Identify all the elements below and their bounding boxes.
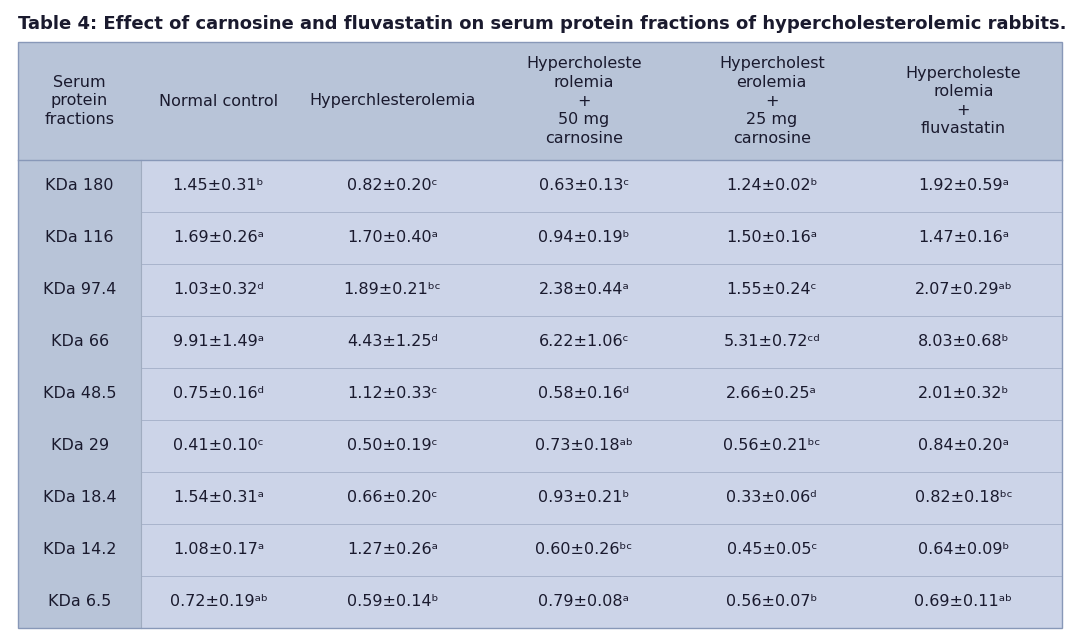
Text: Serum
protein
fractions: Serum protein fractions xyxy=(44,75,114,127)
Text: KDa 66: KDa 66 xyxy=(51,335,109,349)
Text: 1.89±0.21ᵇᶜ: 1.89±0.21ᵇᶜ xyxy=(343,282,441,298)
Text: 1.50±0.16ᵃ: 1.50±0.16ᵃ xyxy=(726,230,818,246)
Text: 0.66±0.20ᶜ: 0.66±0.20ᶜ xyxy=(347,490,437,506)
Text: 2.01±0.32ᵇ: 2.01±0.32ᵇ xyxy=(918,387,1009,401)
Text: Hypercholest
erolemia
+
25 mg
carnosine: Hypercholest erolemia + 25 mg carnosine xyxy=(719,56,825,146)
Text: KDa 29: KDa 29 xyxy=(51,438,109,454)
Text: 1.54±0.31ᵃ: 1.54±0.31ᵃ xyxy=(173,490,264,506)
Text: 1.55±0.24ᶜ: 1.55±0.24ᶜ xyxy=(727,282,816,298)
Text: Normal control: Normal control xyxy=(159,93,278,109)
Text: 1.08±0.17ᵃ: 1.08±0.17ᵃ xyxy=(173,543,265,557)
Text: Table 4: Effect of carnosine and fluvastatin on serum protein fractions of hyper: Table 4: Effect of carnosine and fluvast… xyxy=(18,15,1067,33)
Text: KDa 6.5: KDa 6.5 xyxy=(48,595,111,609)
Text: 0.84±0.20ᵃ: 0.84±0.20ᵃ xyxy=(918,438,1009,454)
Bar xyxy=(141,160,1062,628)
Text: 0.59±0.14ᵇ: 0.59±0.14ᵇ xyxy=(347,595,438,609)
Text: 4.43±1.25ᵈ: 4.43±1.25ᵈ xyxy=(347,335,437,349)
Text: 0.82±0.20ᶜ: 0.82±0.20ᶜ xyxy=(347,179,437,193)
Text: 2.07±0.29ᵃᵇ: 2.07±0.29ᵃᵇ xyxy=(915,282,1012,298)
Text: 0.60±0.26ᵇᶜ: 0.60±0.26ᵇᶜ xyxy=(536,543,633,557)
Text: 1.45±0.31ᵇ: 1.45±0.31ᵇ xyxy=(173,179,265,193)
Text: KDa 180: KDa 180 xyxy=(45,179,113,193)
Text: 0.82±0.18ᵇᶜ: 0.82±0.18ᵇᶜ xyxy=(915,490,1012,506)
Text: 2.38±0.44ᵃ: 2.38±0.44ᵃ xyxy=(539,282,630,298)
Text: 1.27±0.26ᵃ: 1.27±0.26ᵃ xyxy=(347,543,437,557)
Text: KDa 116: KDa 116 xyxy=(45,230,113,246)
Text: Hyperchlesterolemia: Hyperchlesterolemia xyxy=(309,93,475,109)
Text: 1.24±0.02ᵇ: 1.24±0.02ᵇ xyxy=(726,179,818,193)
Text: 0.50±0.19ᶜ: 0.50±0.19ᶜ xyxy=(347,438,437,454)
Text: 1.12±0.33ᶜ: 1.12±0.33ᶜ xyxy=(347,387,437,401)
Text: 1.47±0.16ᵃ: 1.47±0.16ᵃ xyxy=(918,230,1009,246)
Text: 0.56±0.21ᵇᶜ: 0.56±0.21ᵇᶜ xyxy=(724,438,821,454)
Text: 0.75±0.16ᵈ: 0.75±0.16ᵈ xyxy=(173,387,264,401)
Text: 0.69±0.11ᵃᵇ: 0.69±0.11ᵃᵇ xyxy=(915,595,1012,609)
Text: KDa 48.5: KDa 48.5 xyxy=(43,387,117,401)
Text: 9.91±1.49ᵃ: 9.91±1.49ᵃ xyxy=(173,335,264,349)
Text: 0.58±0.16ᵈ: 0.58±0.16ᵈ xyxy=(538,387,630,401)
Text: 0.33±0.06ᵈ: 0.33±0.06ᵈ xyxy=(727,490,818,506)
Text: 0.73±0.18ᵃᵇ: 0.73±0.18ᵃᵇ xyxy=(535,438,633,454)
Text: 0.64±0.09ᵇ: 0.64±0.09ᵇ xyxy=(918,543,1009,557)
Text: 6.22±1.06ᶜ: 6.22±1.06ᶜ xyxy=(539,335,629,349)
Text: 1.69±0.26ᵃ: 1.69±0.26ᵃ xyxy=(173,230,264,246)
Text: 0.72±0.19ᵃᵇ: 0.72±0.19ᵃᵇ xyxy=(170,595,268,609)
Text: 0.94±0.19ᵇ: 0.94±0.19ᵇ xyxy=(538,230,630,246)
Text: 0.41±0.10ᶜ: 0.41±0.10ᶜ xyxy=(173,438,264,454)
Text: KDa 14.2: KDa 14.2 xyxy=(43,543,117,557)
Text: 1.70±0.40ᵃ: 1.70±0.40ᵃ xyxy=(347,230,437,246)
Text: 0.63±0.13ᶜ: 0.63±0.13ᶜ xyxy=(539,179,629,193)
Text: 1.03±0.32ᵈ: 1.03±0.32ᵈ xyxy=(173,282,264,298)
Text: 5.31±0.72ᶜᵈ: 5.31±0.72ᶜᵈ xyxy=(724,335,820,349)
Text: 1.92±0.59ᵃ: 1.92±0.59ᵃ xyxy=(918,179,1009,193)
Text: KDa 18.4: KDa 18.4 xyxy=(43,490,117,506)
Text: 0.79±0.08ᵃ: 0.79±0.08ᵃ xyxy=(538,595,630,609)
Text: 8.03±0.68ᵇ: 8.03±0.68ᵇ xyxy=(918,335,1009,349)
Text: 0.93±0.21ᵇ: 0.93±0.21ᵇ xyxy=(538,490,630,506)
Text: 0.45±0.05ᶜ: 0.45±0.05ᶜ xyxy=(727,543,816,557)
Text: KDa 97.4: KDa 97.4 xyxy=(43,282,117,298)
Text: Hypercholeste
rolemia
+
fluvastatin: Hypercholeste rolemia + fluvastatin xyxy=(905,66,1022,136)
Text: Hypercholeste
rolemia
+
50 mg
carnosine: Hypercholeste rolemia + 50 mg carnosine xyxy=(526,56,642,146)
Text: 2.66±0.25ᵃ: 2.66±0.25ᵃ xyxy=(727,387,818,401)
Text: 0.56±0.07ᵇ: 0.56±0.07ᵇ xyxy=(726,595,818,609)
